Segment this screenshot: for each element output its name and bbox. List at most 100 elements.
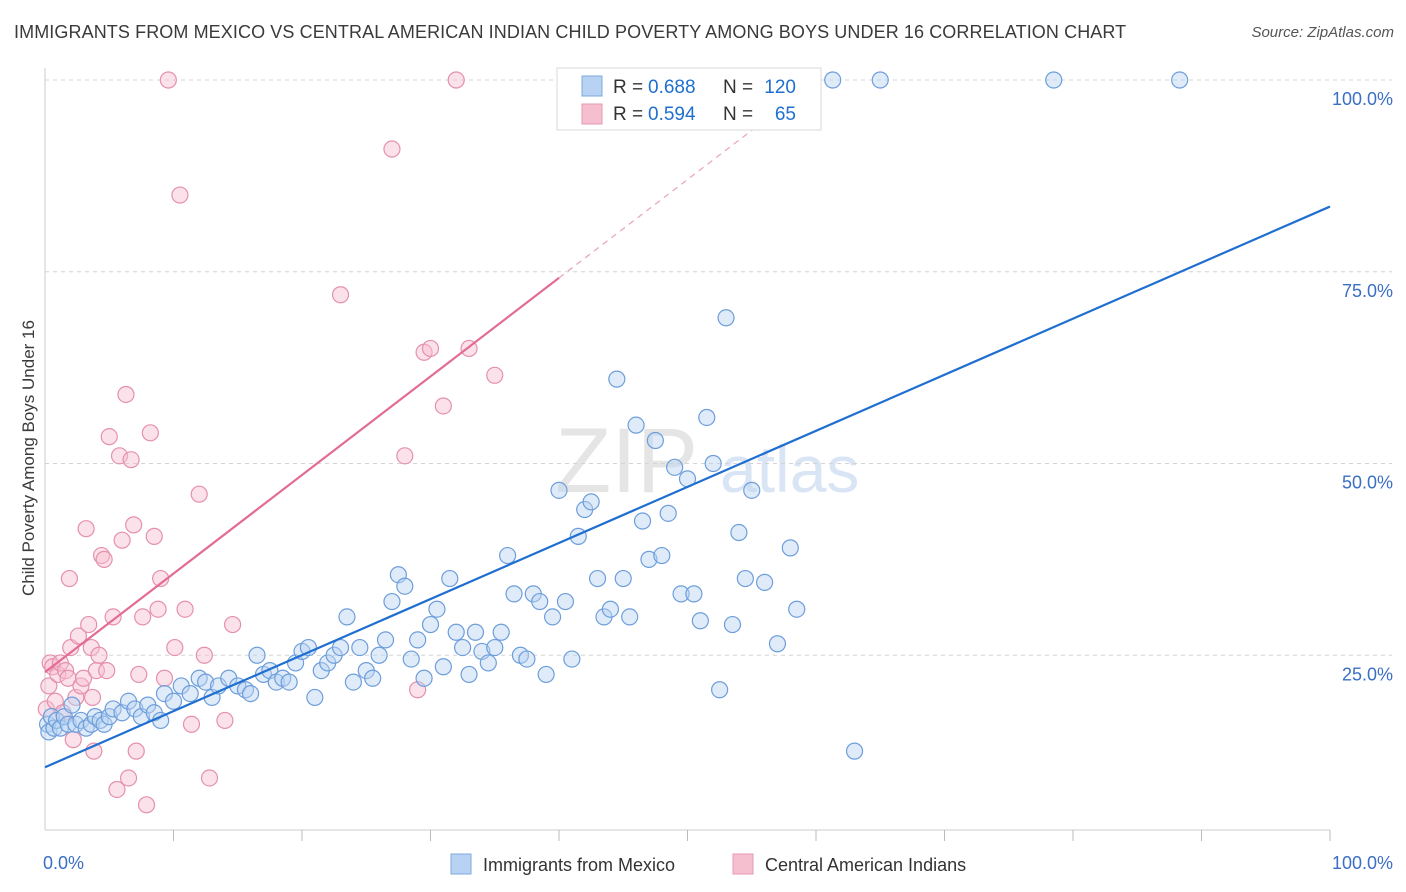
trend-line-immigrants-from-mexico xyxy=(44,205,1331,769)
data-point-central-american-indians xyxy=(98,661,116,680)
data-point-central-american-indians xyxy=(486,366,504,384)
y-axis-label: Child Poverty Among Boys Under 16 xyxy=(19,320,38,596)
stats-pink-swatch xyxy=(581,103,603,125)
data-point-immigrants-from-mexico xyxy=(181,684,199,703)
data-point-immigrants-from-mexico xyxy=(499,546,517,565)
data-point-central-american-indians xyxy=(134,608,152,626)
data-point-immigrants-from-mexico xyxy=(242,684,260,703)
data-point-immigrants-from-mexico xyxy=(730,523,748,542)
data-point-central-american-indians xyxy=(117,385,135,404)
stats-blue-n-value: 120 xyxy=(764,77,796,98)
data-point-central-american-indians xyxy=(434,397,452,415)
data-point-central-american-indians xyxy=(60,569,79,588)
data-point-central-american-indians xyxy=(200,769,219,787)
trend-lines xyxy=(44,110,1331,769)
y-tick-label: 50.0% xyxy=(1342,473,1393,493)
data-point-immigrants-from-mexico xyxy=(563,650,581,668)
y-tick-label: 25.0% xyxy=(1342,664,1393,684)
stats-pink-r-label: R = xyxy=(613,104,648,125)
data-point-immigrants-from-mexico xyxy=(63,696,81,714)
data-point-central-american-indians xyxy=(74,669,93,687)
data-point-immigrants-from-mexico xyxy=(447,623,465,641)
data-point-central-american-indians xyxy=(421,339,440,358)
stats-pink-r-value: 0.594 xyxy=(648,104,696,125)
data-point-immigrants-from-mexico xyxy=(344,673,362,691)
stats-pink-n-label: N = xyxy=(723,104,758,125)
data-point-immigrants-from-mexico xyxy=(479,654,497,672)
data-point-immigrants-from-mexico xyxy=(518,650,536,668)
data-point-immigrants-from-mexico xyxy=(640,550,658,568)
data-point-immigrants-from-mexico xyxy=(824,71,842,89)
data-point-immigrants-from-mexico xyxy=(550,481,568,499)
data-point-immigrants-from-mexico xyxy=(608,370,626,388)
data-point-immigrants-from-mexico xyxy=(434,658,452,676)
data-point-central-american-indians xyxy=(171,186,189,204)
data-point-immigrants-from-mexico xyxy=(755,573,774,591)
data-point-immigrants-from-mexico xyxy=(441,569,459,588)
data-point-immigrants-from-mexico xyxy=(633,512,652,530)
legend-pink-label: Central American Indians xyxy=(765,855,966,875)
data-point-immigrants-from-mexico xyxy=(588,569,607,588)
data-point-immigrants-from-mexico xyxy=(672,585,690,603)
gridlines xyxy=(45,79,1392,656)
data-point-immigrants-from-mexico xyxy=(531,592,549,611)
data-point-central-american-indians xyxy=(224,615,242,634)
data-point-immigrants-from-mexico xyxy=(659,504,677,522)
y-tick-label: 75.0% xyxy=(1342,281,1393,301)
data-point-immigrants-from-mexico xyxy=(653,546,671,565)
immigrants-from-mexico-points xyxy=(38,71,1189,760)
data-point-central-american-indians xyxy=(69,627,88,645)
data-point-immigrants-from-mexico xyxy=(685,585,703,603)
data-point-immigrants-from-mexico xyxy=(486,638,504,657)
data-point-central-american-indians xyxy=(195,646,213,664)
data-point-immigrants-from-mexico xyxy=(104,700,122,718)
data-point-immigrants-from-mexico xyxy=(280,673,298,691)
stats-blue-n-label: N = xyxy=(723,77,758,98)
data-point-immigrants-from-mexico xyxy=(505,585,523,603)
data-point-immigrants-from-mexico xyxy=(421,615,440,634)
data-point-immigrants-from-mexico xyxy=(556,592,575,611)
data-point-central-american-indians xyxy=(216,711,234,730)
data-point-central-american-indians xyxy=(182,715,201,733)
data-point-immigrants-from-mexico xyxy=(396,577,414,595)
data-point-immigrants-from-mexico xyxy=(460,665,478,684)
data-point-central-american-indians xyxy=(100,428,118,446)
chart-title: IMMIGRANTS FROM MEXICO VS CENTRAL AMERIC… xyxy=(14,22,1127,42)
stats-blue-swatch xyxy=(581,75,603,97)
data-point-immigrants-from-mexico xyxy=(666,458,684,476)
data-point-central-american-indians xyxy=(176,600,194,618)
data-point-immigrants-from-mexico xyxy=(711,681,729,699)
central-american-indians-points xyxy=(37,71,504,814)
data-point-immigrants-from-mexico xyxy=(466,623,485,641)
data-point-immigrants-from-mexico xyxy=(197,673,215,691)
stats-blue-r-label: R = xyxy=(613,77,648,98)
data-point-central-american-indians xyxy=(125,516,143,534)
data-point-central-american-indians xyxy=(95,550,113,568)
data-point-immigrants-from-mexico xyxy=(582,493,600,511)
data-point-immigrants-from-mexico xyxy=(646,431,664,450)
data-point-immigrants-from-mexico xyxy=(871,71,889,89)
x-tick-label-max: 100.0% xyxy=(1332,853,1393,873)
data-point-central-american-indians xyxy=(159,71,177,89)
data-point-immigrants-from-mexico xyxy=(409,631,427,649)
data-point-immigrants-from-mexico xyxy=(383,592,401,611)
y-tick-labels: 25.0% 50.0% 75.0% 100.0% xyxy=(1332,89,1393,684)
data-point-immigrants-from-mexico xyxy=(788,600,806,618)
data-point-immigrants-from-mexico xyxy=(614,569,632,588)
data-point-central-american-indians xyxy=(80,615,98,634)
data-point-immigrants-from-mexico xyxy=(415,669,433,687)
data-point-immigrants-from-mexico xyxy=(698,408,716,427)
watermark-atlas: atlas xyxy=(720,432,859,506)
data-point-immigrants-from-mexico xyxy=(543,608,562,626)
data-point-immigrants-from-mexico xyxy=(845,742,864,760)
data-point-immigrants-from-mexico xyxy=(351,638,369,657)
data-point-immigrants-from-mexico xyxy=(723,615,742,634)
data-point-immigrants-from-mexico xyxy=(768,635,787,653)
data-point-central-american-indians xyxy=(122,451,140,469)
data-point-central-american-indians xyxy=(383,140,401,158)
data-point-immigrants-from-mexico xyxy=(454,638,472,657)
data-point-immigrants-from-mexico xyxy=(717,309,735,327)
data-point-central-american-indians xyxy=(83,688,102,707)
data-point-immigrants-from-mexico xyxy=(1045,71,1063,89)
data-point-central-american-indians xyxy=(155,669,174,687)
